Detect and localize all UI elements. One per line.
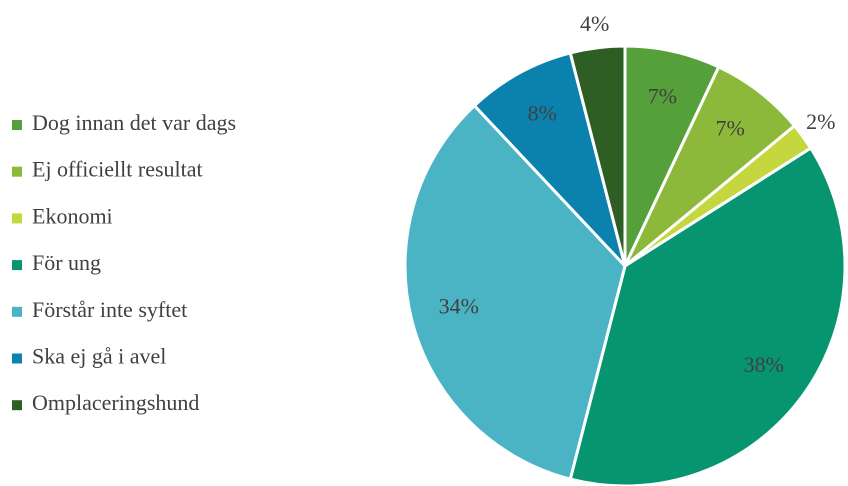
legend-label: Dog innan det var dags [32,110,236,135]
data-label: 8% [528,101,557,126]
data-label: 34% [439,294,479,319]
pie-slice [403,103,627,481]
data-label: 7% [648,84,677,109]
legend-label: Ekonomi [32,203,113,228]
data-label: 38% [744,352,784,377]
legend-swatch [12,213,22,224]
legend-label: Förstår inte syftet [32,297,187,322]
data-label: 7% [716,115,745,140]
data-label: 4% [580,11,609,36]
data-label: 2% [806,109,835,134]
legend-label: För ung [32,250,101,275]
legend-swatch [12,120,22,130]
pie-slice [472,51,627,268]
legend-label: Ska ej gå i avel [32,344,166,369]
legend-swatch [12,306,22,317]
legend-swatch [12,353,22,364]
legend-label: Ej officiellt resultat [32,157,203,182]
pie-slice [568,44,627,267]
legend-label: Omplaceringshund [32,390,199,415]
pie-slice [568,146,847,486]
legend-swatch [12,260,22,271]
legend-swatch [12,400,22,411]
legend-swatch [12,166,22,177]
